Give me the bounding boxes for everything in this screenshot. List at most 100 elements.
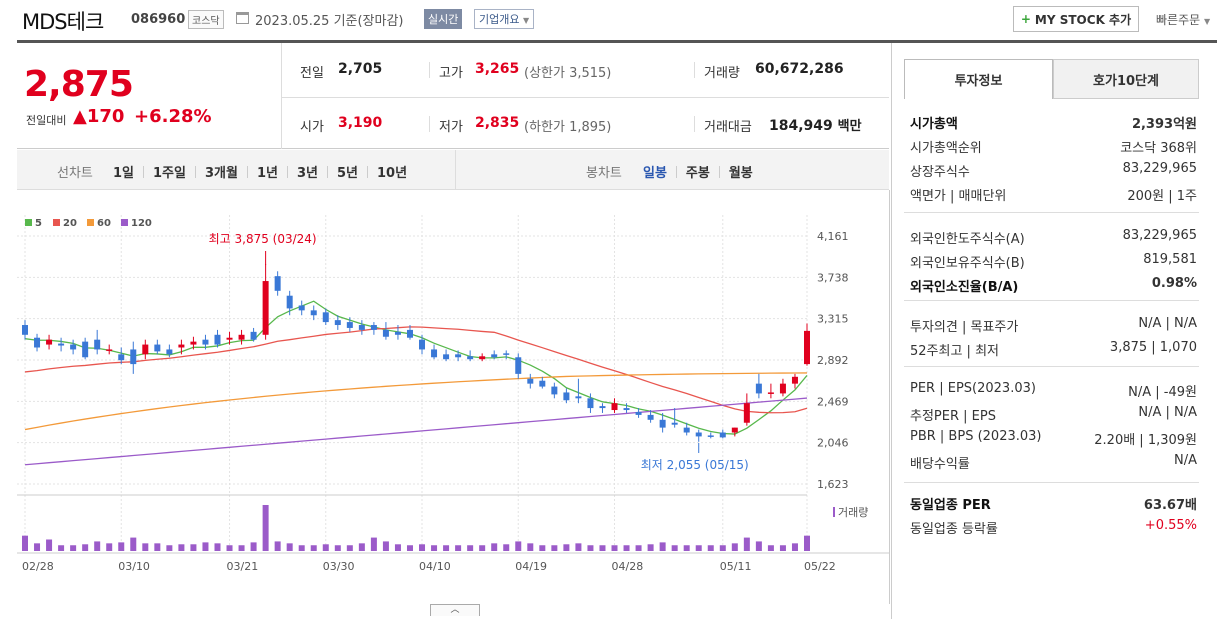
panel-row: PBR | BPS (2023.03) 2.20배 | 1,309원	[910, 429, 1197, 448]
stock-chart[interactable]: 4,161 3,738 3,315 2,892 2,469 2,046 1,623 02/28…	[17, 195, 889, 605]
volume-bar	[804, 535, 810, 551]
panel-row-value: N/A	[1174, 453, 1197, 468]
panel-row-key[interactable]: 배당수익률	[910, 457, 970, 472]
panel-row-key[interactable]: 동일업종 PER	[910, 498, 991, 513]
chart-area	[17, 190, 890, 604]
my-stock-add-button[interactable]: + MY STOCK 추가	[1013, 6, 1139, 32]
volume-bar	[142, 543, 149, 551]
candle-tab[interactable]: 일봉	[643, 166, 667, 181]
candle-body	[70, 344, 77, 350]
period-tab[interactable]: 3년	[296, 166, 318, 181]
prev-label: 전일	[300, 66, 324, 81]
volume-bar	[106, 543, 113, 551]
candle-tab[interactable]: 월봉	[728, 166, 753, 181]
legend-label: 5	[35, 218, 42, 229]
candle-body	[719, 432, 726, 438]
period-tab[interactable]: 1일	[113, 166, 135, 181]
panel-divider	[904, 366, 1199, 367]
volume-bar	[274, 541, 281, 551]
panel-row-key[interactable]: 시가총액순위	[910, 141, 982, 156]
legend-swatch	[53, 219, 60, 226]
candle-body	[467, 356, 474, 360]
candle-body	[743, 403, 750, 423]
panel-row-key[interactable]: 시가총액	[910, 117, 958, 132]
collapse-chart-button[interactable]: ︿	[430, 604, 480, 616]
tab-separator	[246, 165, 248, 178]
period-tab[interactable]: 1주일	[153, 166, 186, 181]
panel-row-key[interactable]: 외국인보유주식수(B)	[910, 256, 1025, 271]
panel-row: 액면가 | 매매단위 200원 | 1주	[910, 185, 1197, 204]
volume-bar	[443, 545, 450, 551]
period-tab[interactable]: 10년	[377, 166, 408, 181]
tab-quote-10[interactable]: 호가10단계	[1053, 59, 1199, 99]
volume-bar	[46, 539, 53, 551]
tab-separator	[194, 165, 196, 178]
panel-row-key[interactable]: 투자의견 | 목표주가	[910, 320, 1019, 335]
x-tick-label: 05/22	[804, 560, 836, 573]
panel-row-key[interactable]: 52주최고 | 최저	[910, 344, 999, 359]
market-badge: 코스닥	[188, 10, 224, 29]
volume-bar	[623, 545, 630, 551]
volume-bar	[406, 545, 413, 551]
panel-row-key[interactable]: 외국인한도주식수(A)	[910, 232, 1025, 247]
candle-body	[118, 354, 125, 361]
divider	[429, 62, 430, 78]
volume-legend-swatch	[833, 507, 835, 517]
candle-body	[527, 378, 534, 384]
panel-divider	[904, 300, 1199, 301]
panel-row-key[interactable]: 상장주식수	[910, 165, 970, 180]
volume-bar	[178, 544, 185, 551]
panel-row: 배당수익률 N/A	[910, 453, 1197, 472]
candle-body	[767, 392, 774, 394]
quick-order-button[interactable]: 빠른주문 ▼	[1156, 11, 1210, 28]
line-chart-label[interactable]: 선차트	[57, 166, 93, 181]
panel-row-value: +0.55%	[1144, 518, 1197, 533]
panel-row-key[interactable]: PER | EPS(2023.03)	[910, 381, 1036, 396]
period-tab[interactable]: 5년	[336, 166, 358, 181]
candle-body	[166, 349, 173, 355]
volume-label: 거래량	[838, 506, 868, 519]
candle-body	[298, 305, 305, 311]
panel-row-key[interactable]: 추정PER | EPS	[910, 409, 996, 424]
candle-body	[804, 330, 810, 365]
volume-bar	[779, 545, 786, 551]
volume-bar	[563, 544, 570, 551]
panel-row-value: N/A | N/A	[1138, 405, 1197, 420]
panel-row-value: N/A | N/A	[1138, 316, 1197, 331]
volume-bar	[719, 545, 726, 551]
volume-bar	[791, 543, 798, 551]
volume-bar	[635, 545, 642, 551]
volume-bar	[419, 544, 426, 551]
candle-tab[interactable]: 주봉	[685, 166, 710, 181]
current-price: 2,875	[24, 64, 134, 105]
candle-body	[226, 337, 233, 340]
panel-row-key[interactable]: 액면가 | 매매단위	[910, 189, 1007, 204]
high-label: 고가	[439, 66, 463, 81]
period-tab[interactable]: 1년	[256, 166, 278, 181]
y-tick-label: 3,738	[817, 271, 849, 284]
candle-body	[611, 403, 618, 411]
period-tab[interactable]: 3개월	[204, 166, 238, 181]
chevron-down-icon: ▼	[522, 16, 530, 25]
candle-chart-label[interactable]: 봉차트	[586, 166, 622, 181]
ma20-line	[24, 326, 808, 414]
low-annotation: 최저 2,055 (05/15)	[641, 458, 749, 472]
panel-row-key[interactable]: 외국인소진율(B/A)	[910, 280, 1019, 295]
realtime-button[interactable]: 실시간	[424, 9, 463, 29]
candle-body	[214, 334, 221, 345]
panel-row-key[interactable]: 동일업종 등락률	[910, 522, 998, 537]
ma5-line	[24, 300, 808, 435]
tab-invest-info[interactable]: 투자정보	[904, 59, 1053, 99]
volume-bar	[743, 537, 750, 551]
volume-bar	[202, 542, 209, 551]
candle-body	[178, 344, 185, 348]
panel-row-key[interactable]: PBR | BPS (2023.03)	[910, 429, 1042, 444]
open-value: 3,190	[338, 115, 383, 131]
divider	[281, 43, 282, 149]
y-tick-label: 4,161	[817, 230, 849, 243]
high-annotation: 최고 3,875 (03/24)	[209, 232, 317, 246]
volume-bar	[358, 543, 365, 551]
company-info-dropdown[interactable]: 기업개요 ▼	[474, 9, 535, 29]
candle-body	[406, 329, 413, 338]
upper-limit: (상한가 3,515)	[524, 66, 612, 81]
